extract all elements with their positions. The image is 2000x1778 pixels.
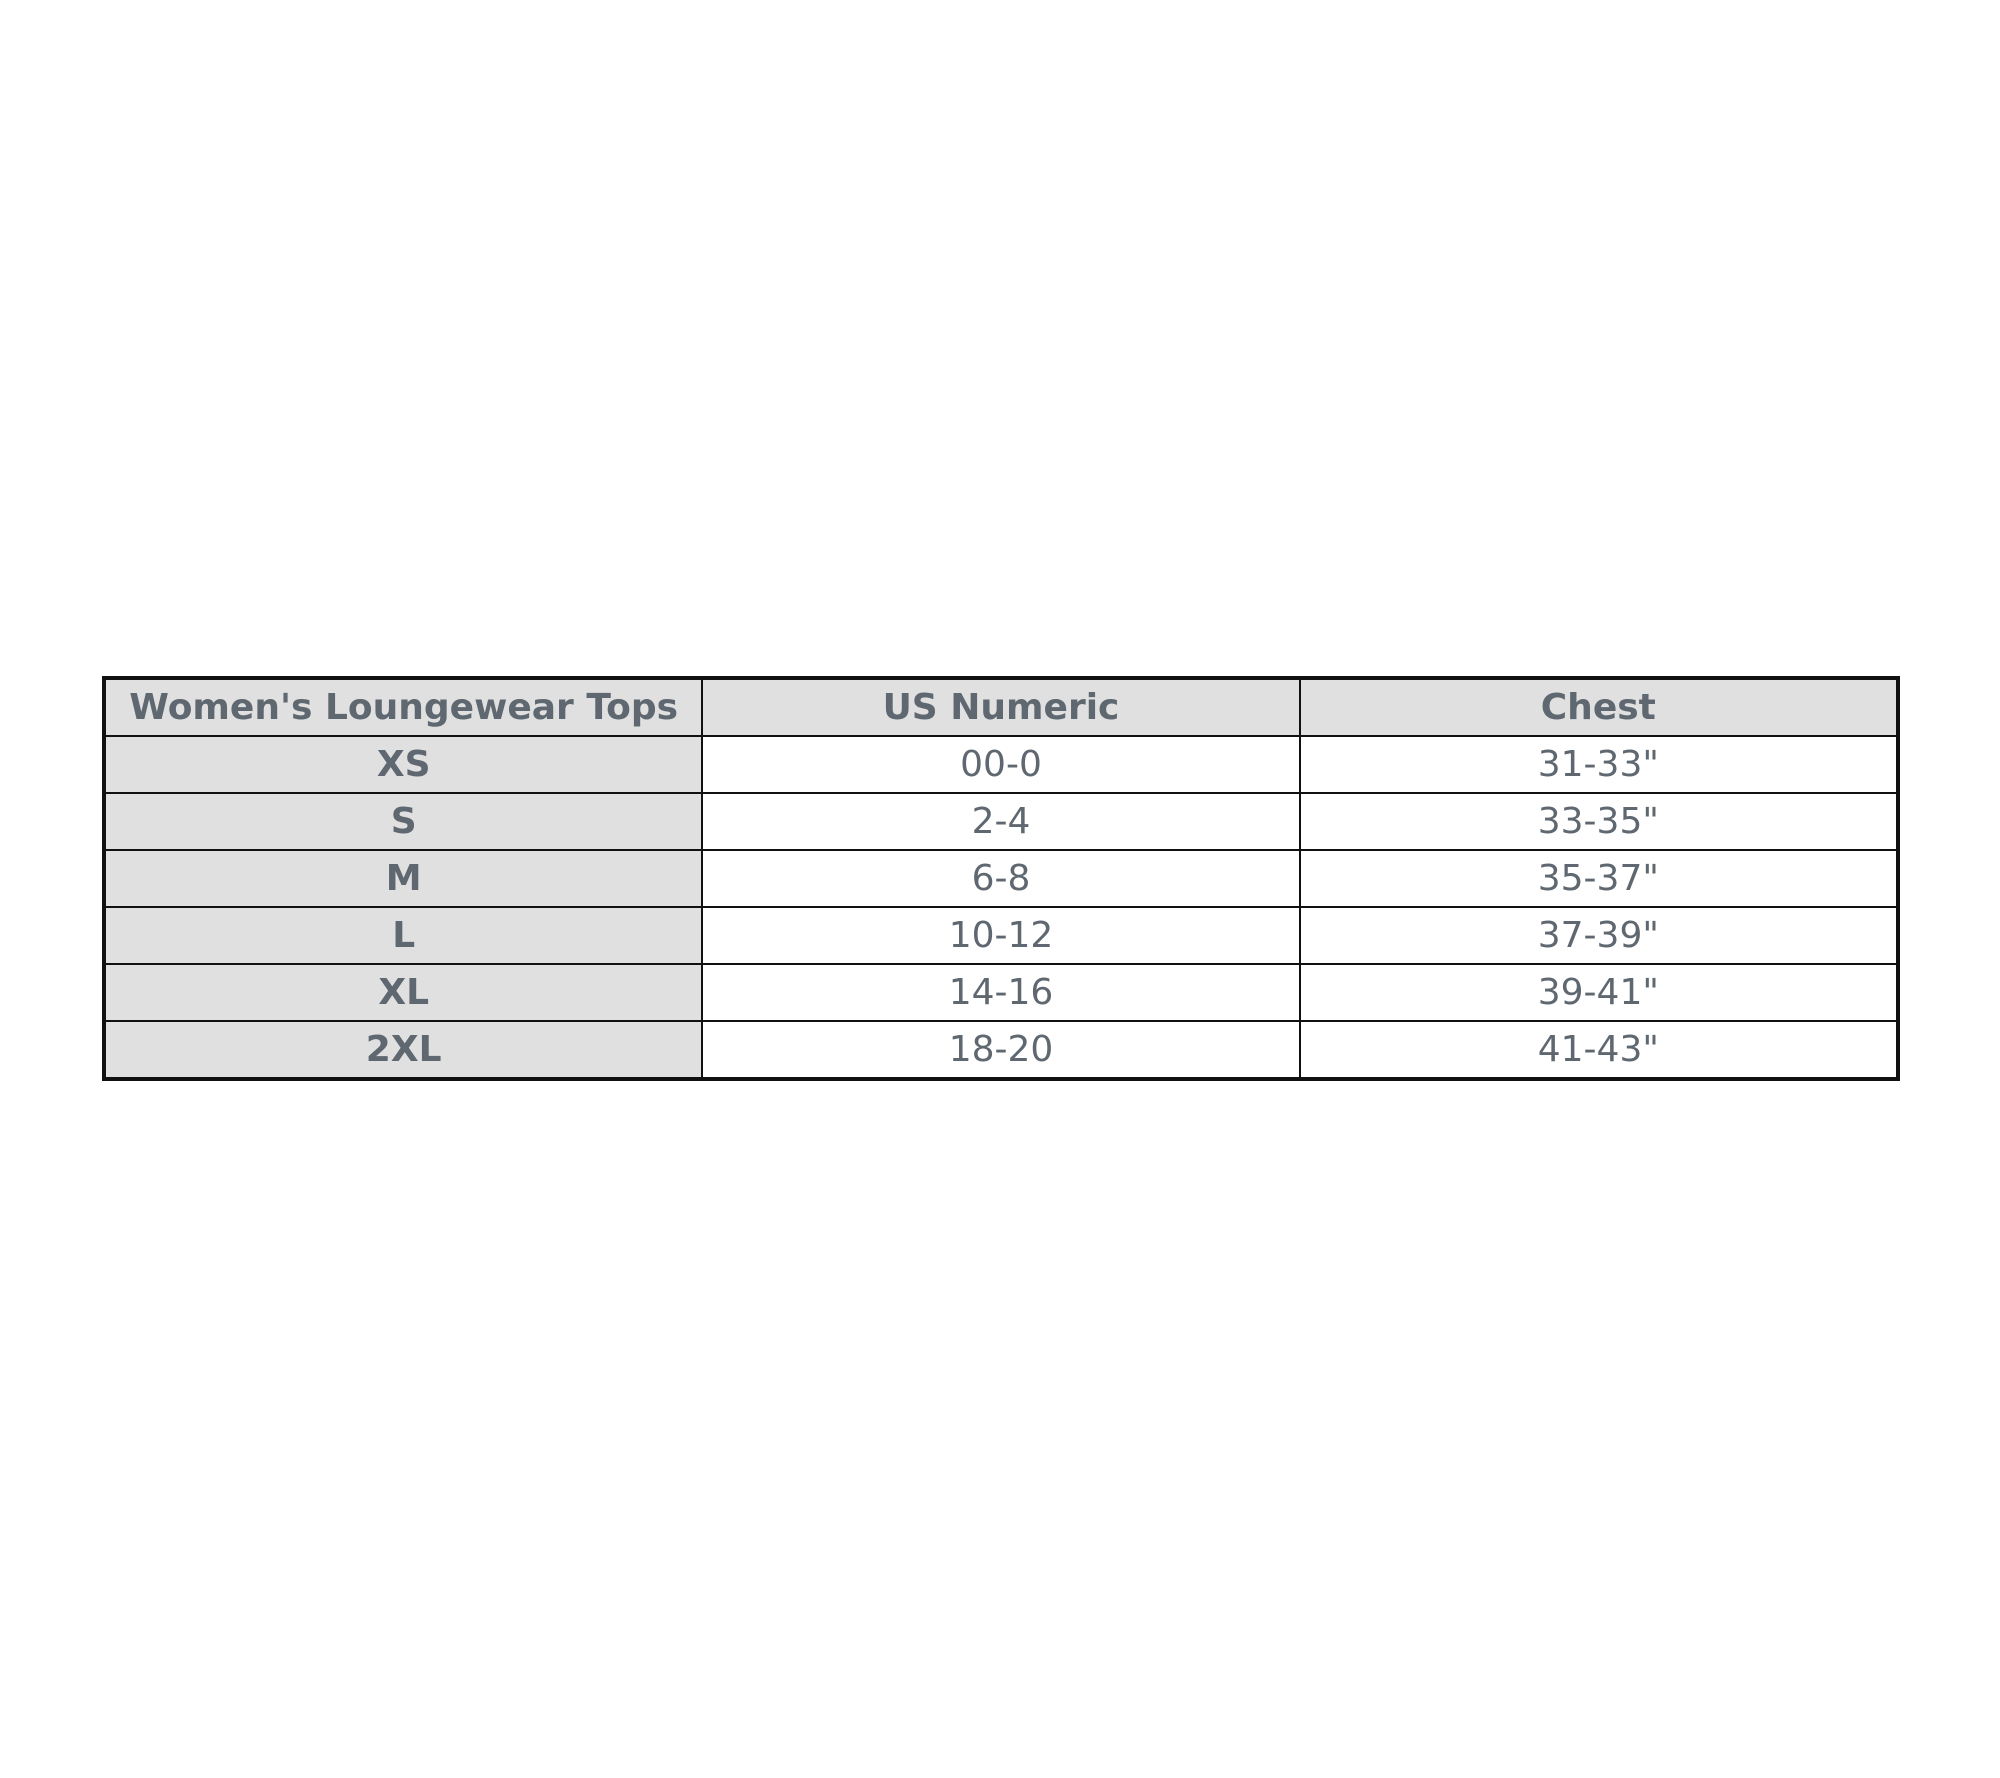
us-numeric-cell: 2-4	[701, 792, 1301, 851]
chest-cell: 33-35"	[1298, 792, 1899, 851]
us-numeric-cell: 00-0	[701, 735, 1301, 794]
size-chart-table: Women's Loungewear Tops US Numeric Chest…	[102, 676, 1900, 1081]
size-cell: 2XL	[103, 1020, 704, 1079]
table-row: 2XL 18-20 41-43"	[103, 1020, 1899, 1079]
size-cell: XS	[103, 735, 704, 794]
size-cell: M	[103, 849, 704, 908]
header-us-numeric: US Numeric	[701, 678, 1301, 737]
header-row: Women's Loungewear Tops US Numeric Chest	[103, 678, 1899, 737]
size-cell: S	[103, 792, 704, 851]
table-row: XL 14-16 39-41"	[103, 963, 1899, 1022]
table-row: XS 00-0 31-33"	[103, 735, 1899, 794]
chest-cell: 41-43"	[1298, 1020, 1899, 1079]
table-row: L 10-12 37-39"	[103, 906, 1899, 965]
size-cell: L	[103, 906, 704, 965]
chest-cell: 35-37"	[1298, 849, 1899, 908]
chest-cell: 37-39"	[1298, 906, 1899, 965]
us-numeric-cell: 6-8	[701, 849, 1301, 908]
chest-cell: 39-41"	[1298, 963, 1899, 1022]
us-numeric-cell: 14-16	[701, 963, 1301, 1022]
table-row: M 6-8 35-37"	[103, 849, 1899, 908]
header-chest: Chest	[1298, 678, 1899, 737]
us-numeric-cell: 10-12	[701, 906, 1301, 965]
header-category: Women's Loungewear Tops	[103, 678, 704, 737]
table-row: S 2-4 33-35"	[103, 792, 1899, 851]
us-numeric-cell: 18-20	[701, 1020, 1301, 1079]
size-cell: XL	[103, 963, 704, 1022]
chest-cell: 31-33"	[1298, 735, 1899, 794]
